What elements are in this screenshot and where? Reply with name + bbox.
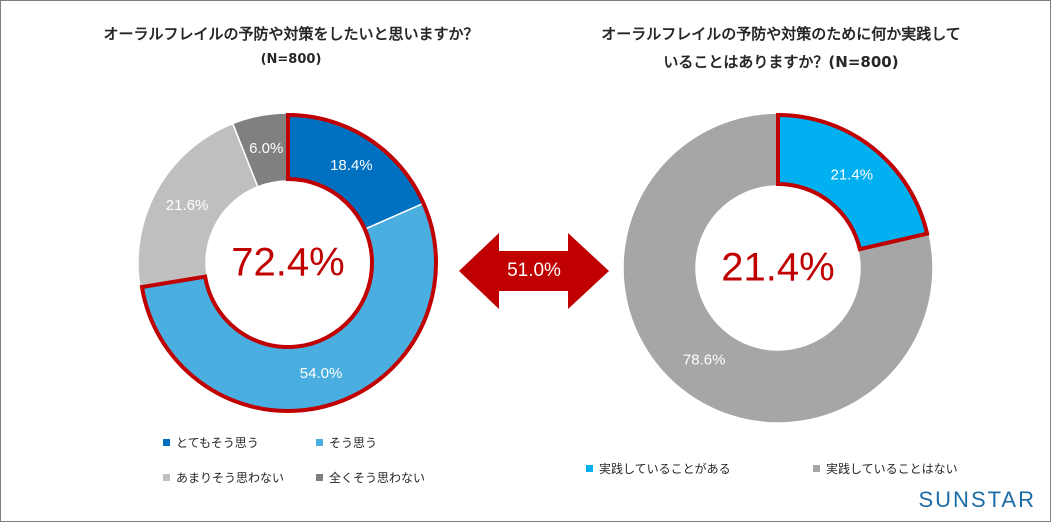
legend-swatch-somewhat: [316, 439, 323, 446]
legend-label-somewhat: そう思う: [329, 436, 378, 450]
legend-item-doing: 実践していることがある: [586, 460, 731, 477]
legend-swatch-not-doing: [813, 465, 820, 472]
right-donut-center-label: 21.4%: [721, 246, 834, 290]
legend-item-somewhat: そう思う: [316, 434, 377, 451]
left-donut-highlight-outline: [139, 112, 438, 413]
left-donut-slice-label-3: 6.0%: [249, 140, 283, 157]
legend-item-not-really: あまりそう思わない: [163, 469, 284, 486]
left-donut-center-label: 72.4%: [231, 241, 344, 285]
left-donut-slice-label-1: 54.0%: [300, 365, 343, 382]
sunstar-logo: SUNSTAR: [918, 487, 1036, 512]
legend-swatch-doing: [586, 465, 593, 472]
right-donut-slice-1: [622, 112, 934, 424]
legend-item-not-doing: 実践していることはない: [813, 460, 958, 477]
legend-label-not-doing: 実践していることはない: [826, 462, 958, 476]
left-chart-title: オーラルフレイルの予防や対策をしたいと思いますか？: [103, 25, 479, 43]
right-chart-title-line2: いることはありますか？(N=800): [663, 53, 899, 71]
left-donut-slice-label-0: 18.4%: [330, 157, 373, 174]
legend-swatch-not-really: [163, 474, 170, 481]
legend-label-not-at-all: 全くそう思わない: [329, 471, 426, 485]
legend-label-not-really: あまりそう思わない: [176, 471, 285, 485]
right-donut-highlight-outline: [776, 112, 930, 252]
legend-label-doing: 実践していることがある: [599, 462, 731, 476]
left-donut-slice-label-2: 21.6%: [166, 197, 209, 214]
legend-item-not-at-all: 全くそう思わない: [316, 469, 425, 486]
left-donut-slice-2: [137, 122, 259, 289]
legend-item-very-much: とてもそう思う: [163, 434, 259, 451]
right-donut-slice-label-1: 78.6%: [683, 352, 726, 369]
double-arrow: [459, 233, 609, 309]
legend-swatch-very-much: [163, 439, 170, 446]
legend-swatch-not-at-all: [316, 474, 323, 481]
legend-label-very-much: とてもそう思う: [176, 436, 259, 450]
arrow-label: 51.0%: [507, 260, 561, 281]
right-donut-slice-label-0: 21.4%: [831, 166, 874, 183]
left-chart-subtitle: (N=800): [260, 52, 322, 67]
right-chart-title: オーラルフレイルの予防や対策のために何か実践して: [601, 25, 961, 43]
